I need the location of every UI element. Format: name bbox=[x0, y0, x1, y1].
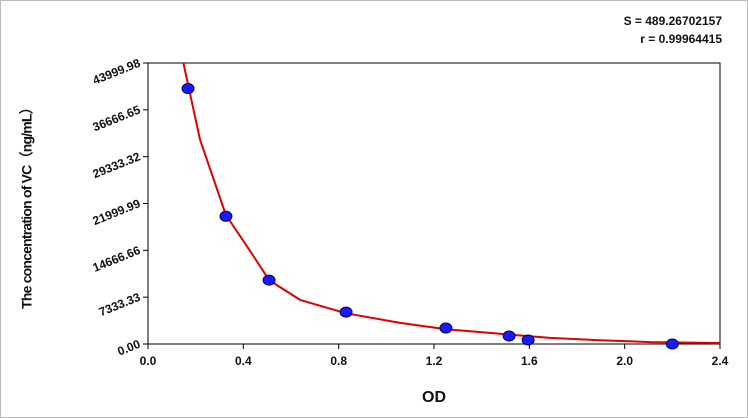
data-point bbox=[262, 274, 276, 286]
annotation: S = 489.26702157 bbox=[624, 14, 723, 28]
x-tick-label: 0.8 bbox=[330, 354, 347, 368]
data-point bbox=[521, 334, 535, 346]
data-point bbox=[181, 83, 195, 95]
data-point bbox=[502, 330, 516, 342]
x-tick-label: 2.4 bbox=[712, 354, 729, 368]
data-point bbox=[339, 306, 353, 318]
x-tick-label: 0.4 bbox=[235, 354, 252, 368]
x-tick-label: 0.0 bbox=[140, 354, 157, 368]
x-axis-label: OD bbox=[422, 389, 446, 406]
data-point bbox=[439, 322, 453, 334]
annotation: r = 0.99964415 bbox=[640, 32, 722, 46]
data-point bbox=[665, 338, 679, 350]
x-tick-label: 2.0 bbox=[616, 354, 633, 368]
x-tick-label: 1.6 bbox=[521, 354, 538, 368]
data-point bbox=[219, 210, 233, 222]
x-tick-label: 1.2 bbox=[426, 354, 443, 368]
fit-curve bbox=[182, 63, 720, 344]
y-axis-label: The concentration of VC（ng/mL） bbox=[19, 101, 35, 309]
